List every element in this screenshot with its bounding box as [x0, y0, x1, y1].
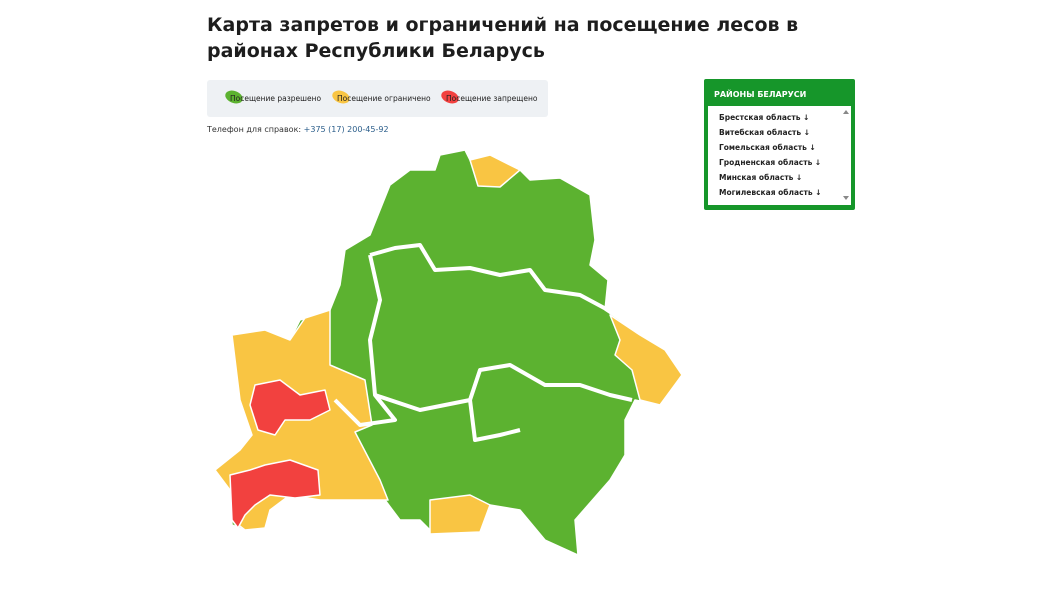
region-link[interactable]: Гомельская область ↓: [719, 143, 816, 152]
scrollbar[interactable]: [843, 109, 849, 201]
legend-label: Посещение запрещено: [446, 94, 538, 103]
border: [468, 399, 521, 442]
region-link[interactable]: Брестская область ↓: [719, 113, 810, 122]
map-regions: [214, 149, 683, 556]
region-link[interactable]: Минская область ↓: [719, 173, 803, 182]
legend: Посещение разрешено Посещение ограничено…: [207, 80, 548, 117]
phone-label: Телефон для справок:: [207, 125, 302, 134]
oblast-borders: [333, 243, 633, 442]
phone: Телефон для справок: +375 (17) 200-45-92: [207, 125, 389, 134]
legend-swatch: [441, 90, 459, 104]
region-link[interactable]: Могилевская область ↓: [719, 188, 822, 197]
region-limited: [429, 494, 491, 535]
legend-icons: Посещение разрешено Посещение ограничено…: [225, 90, 538, 104]
region-banned: [249, 379, 331, 436]
region-limited: [469, 154, 521, 188]
panel-title: РАЙОНЫ БЕЛАРУСИ: [714, 90, 807, 99]
page-title: Карта запретов и ограничений на посещени…: [207, 14, 799, 62]
region-link[interactable]: Витебская область ↓: [719, 128, 811, 137]
legend-label: Посещение ограничено: [337, 94, 431, 103]
regions-panel: РАЙОНЫ БЕЛАРУСИ Брестская область ↓ Вите…: [704, 79, 855, 210]
region-limited: [609, 314, 683, 406]
region-link[interactable]: Гродненская область ↓: [719, 158, 822, 167]
regions-list: Брестская область ↓ Витебская область ↓ …: [708, 106, 851, 205]
border: [369, 243, 609, 312]
border: [374, 363, 633, 412]
phone-number[interactable]: +375 (17) 200-45-92: [303, 125, 389, 134]
legend-swatch: [332, 90, 350, 104]
region-banned: [229, 459, 321, 529]
legend-label: Посещение разрешено: [230, 94, 322, 103]
legend-swatch: [225, 90, 243, 104]
